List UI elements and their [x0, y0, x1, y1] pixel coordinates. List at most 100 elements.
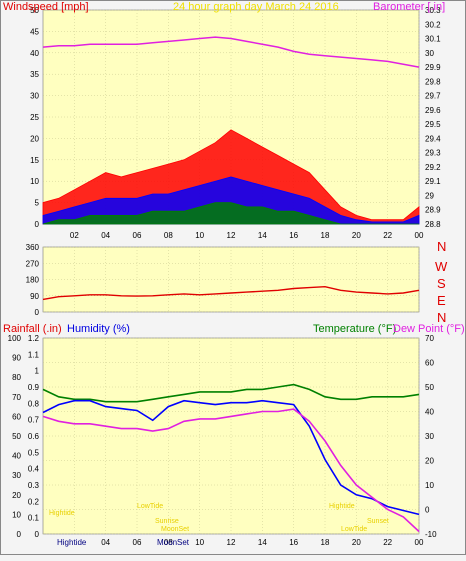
direction-y-tick-label: 180 [26, 276, 40, 285]
annotation-lowtide-1: LowTide [137, 503, 163, 510]
dewpoint-axis-label: Dew Point (°F) [393, 323, 465, 335]
x-tick-label-bottom: 08 [164, 538, 173, 547]
windspeed-axis-label: Windspeed [mph] [3, 1, 89, 13]
barometer-y-tick-label: 29.7 [425, 92, 441, 101]
humidity-y-tick-label: 10 [12, 510, 21, 519]
x-tick-label-bottom: 06 [133, 538, 142, 547]
x-tick-label-top: 16 [289, 231, 298, 240]
humidity-y-tick-label: 0 [17, 530, 22, 539]
direction-y-tick-label: 270 [26, 259, 40, 268]
temperature-y-tick-label: 70 [425, 334, 434, 343]
x-tick-label-top: 02 [70, 231, 79, 240]
wind-y-tick-label: 35 [30, 70, 39, 79]
rainfall-axis-label: Rainfall (.in) [3, 323, 62, 335]
x-tick-label-top: 08 [164, 231, 173, 240]
wind-y-tick-label: 10 [30, 177, 39, 186]
wind-y-tick-label: 50 [30, 6, 39, 15]
temperature-y-tick-label: 0 [425, 506, 430, 515]
rainfall-y-tick-label: 0.5 [28, 448, 40, 457]
annotation-lowtide-2: LowTide [341, 526, 367, 533]
bottom-hightide-label: Hightide [57, 538, 87, 547]
x-tick-label-bottom: 16 [289, 538, 298, 547]
humidity-y-tick-label: 90 [12, 354, 21, 363]
rainfall-y-tick-label: 0.6 [28, 432, 40, 441]
x-tick-label-top: 04 [101, 231, 110, 240]
annotation-sunset: Sunset [367, 518, 389, 525]
series-wind-average [42, 176, 420, 225]
series-wind-lull [42, 202, 419, 225]
rainfall-y-tick-label: 0.8 [28, 399, 40, 408]
x-tick-label-top: 20 [352, 231, 361, 240]
rainfall-y-tick-label: 0.1 [28, 514, 40, 523]
wind-y-tick-label: 15 [30, 156, 39, 165]
x-tick-label-top: 10 [195, 231, 204, 240]
barometer-axis-label: Barometer [.in] [373, 1, 445, 13]
series-wind-direction [42, 285, 420, 301]
temperature-axis-label: Temperature (°F) [313, 323, 396, 335]
rainfall-y-tick-label: 0.4 [28, 465, 40, 474]
compass-n-bottom: N [437, 310, 446, 325]
humidity-y-tick-label: 20 [12, 491, 21, 500]
x-tick-label-top: 18 [321, 231, 330, 240]
barometer-y-tick-label: 29.9 [425, 63, 441, 72]
series-temperature [42, 383, 420, 403]
x-tick-label-bottom: 22 [383, 538, 392, 547]
x-tick-label-bottom: 18 [321, 538, 330, 547]
direction-y-tick-label: 0 [35, 308, 40, 317]
temperature-y-tick-label: -10 [425, 530, 437, 539]
wind-y-tick-label: 25 [30, 113, 39, 122]
barometer-y-tick-label: 30.1 [425, 35, 441, 44]
annotation-moonset: MoonSet [161, 526, 189, 533]
rainfall-y-tick-label: 1.2 [28, 334, 40, 343]
rainfall-y-tick-label: 0.7 [28, 416, 40, 425]
x-tick-label-top: 22 [383, 231, 392, 240]
series-barometer [42, 36, 420, 68]
x-tick-label-bottom: 14 [258, 538, 267, 547]
rainfall-y-tick-label: 0.2 [28, 497, 40, 506]
compass-n-top: N [437, 239, 446, 254]
annotation-hightide-1: Hightide [49, 510, 75, 517]
x-tick-label-bottom: 12 [227, 538, 236, 547]
bottom-moonset-label: MoonSet [157, 538, 190, 547]
temperature-y-tick-label: 30 [425, 432, 434, 441]
x-tick-label-top: 06 [133, 231, 142, 240]
humidity-y-tick-label: 30 [12, 471, 21, 480]
x-tick-label-top: 00 [415, 231, 424, 240]
humidity-y-tick-label: 60 [12, 412, 21, 421]
rainfall-y-tick-label: 1.1 [28, 350, 40, 359]
wind-y-tick-label: 40 [30, 49, 39, 58]
temperature-y-tick-label: 50 [425, 383, 434, 392]
rainfall-y-tick-label: 1 [35, 367, 40, 376]
temperature-y-tick-label: 40 [425, 408, 434, 417]
direction-y-tick-label: 90 [30, 292, 39, 301]
barometer-y-tick-label: 29.5 [425, 120, 441, 129]
rainfall-y-tick-label: 0.9 [28, 383, 40, 392]
barometer-y-tick-label: 29.4 [425, 134, 441, 143]
humidity-axis-label: Humidity (%) [67, 323, 130, 335]
chart-title: 24 hour graph day March 24 2016 [173, 1, 339, 13]
wind-y-tick-label: 0 [35, 220, 40, 229]
x-tick-label-bottom: 10 [195, 538, 204, 547]
temperature-y-tick-label: 20 [425, 457, 434, 466]
barometer-y-tick-label: 29.3 [425, 149, 441, 158]
x-tick-label-top: 12 [227, 231, 236, 240]
barometer-y-tick-label: 30 [425, 49, 434, 58]
humidity-y-tick-label: 100 [8, 334, 22, 343]
barometer-y-tick-label: 28.9 [425, 206, 441, 215]
compass-e: E [437, 293, 446, 308]
humidity-y-tick-label: 40 [12, 452, 21, 461]
wind-y-tick-label: 45 [30, 27, 39, 36]
rainfall-y-tick-label: 0 [35, 530, 40, 539]
barometer-y-tick-label: 30.2 [425, 20, 441, 29]
x-tick-label-top: 14 [258, 231, 267, 240]
x-tick-label-bottom: 00 [415, 538, 424, 547]
barometer-y-tick-label: 30.3 [425, 6, 441, 15]
annotation-hightide-2: Hightide [329, 503, 355, 510]
wind-y-tick-label: 30 [30, 92, 39, 101]
barometer-y-tick-label: 29.8 [425, 77, 441, 86]
humidity-y-tick-label: 70 [12, 393, 21, 402]
compass-s: S [437, 276, 446, 291]
barometer-y-tick-label: 29.6 [425, 106, 441, 115]
